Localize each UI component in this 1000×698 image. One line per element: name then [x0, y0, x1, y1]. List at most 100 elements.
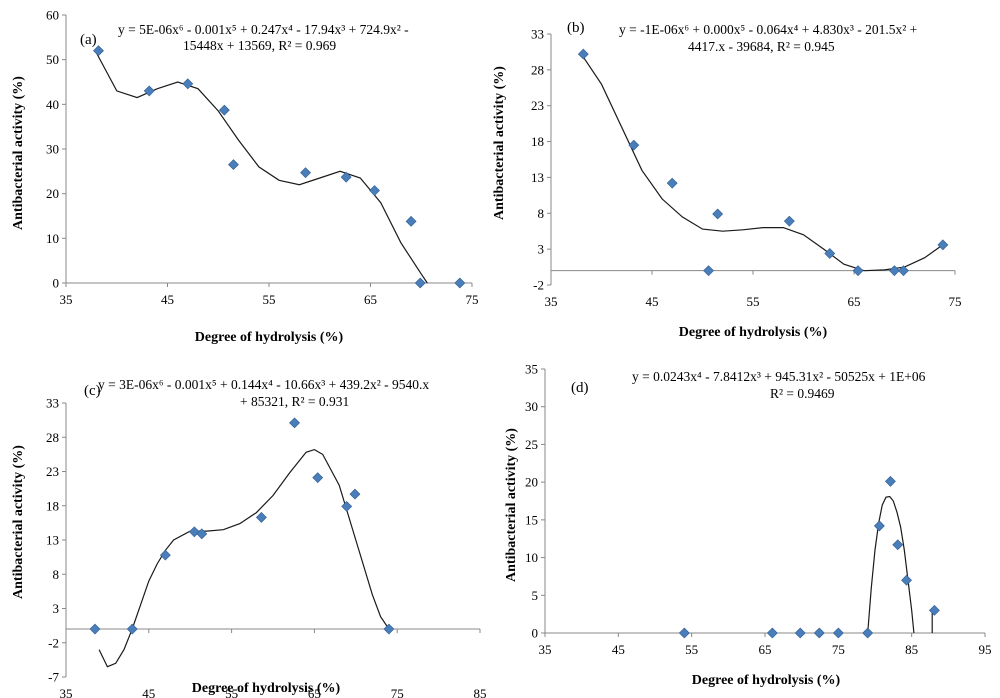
x-tick-label: 85: [474, 686, 487, 698]
data-point: [312, 472, 324, 484]
x-tick-label: 35: [60, 292, 73, 307]
data-point: [703, 265, 714, 277]
data-point: [577, 48, 589, 60]
y-tick-label: 33: [46, 396, 59, 411]
data-point: [341, 501, 353, 512]
data-point: [93, 45, 104, 57]
data-point: [888, 265, 900, 277]
data-point: [414, 277, 426, 289]
x-axis-label: Degree of hydrolysis (%): [692, 673, 841, 688]
data-point: [783, 215, 795, 227]
y-tick-label: 60: [46, 8, 59, 23]
y-axis-label: Antibacterial activity (%): [504, 428, 519, 582]
fit-equation-line1: y = 5E-06x⁶ - 0.001x⁵ + 0.247x⁴ - 17.94x…: [118, 22, 409, 37]
x-tick-label: 35: [539, 642, 552, 657]
y-tick-label: 10: [525, 550, 538, 565]
data-point: [628, 139, 640, 151]
fit-equation-line2: R² = 0.9469: [770, 386, 835, 401]
chart-panel-b: (b) y = -1E-06x⁶ + 0.000x⁵ - 0.064x⁴ + 4…: [492, 20, 962, 340]
data-point: [666, 177, 678, 189]
y-tick-label: -2: [48, 635, 59, 650]
y-tick-label: 0: [53, 276, 60, 291]
panel-label: (c): [84, 383, 101, 399]
data-point: [126, 623, 138, 635]
x-tick-label: 95: [979, 642, 992, 657]
data-point: [369, 185, 380, 196]
y-tick-label: -7: [48, 670, 59, 685]
x-tick-label: 45: [612, 642, 625, 657]
y-tick-label: 13: [531, 170, 544, 185]
data-point: [898, 265, 909, 277]
y-tick-label: 20: [46, 186, 59, 201]
data-point: [852, 265, 864, 277]
x-axis-label: Degree of hydrolysis (%): [195, 330, 344, 345]
x-tick-label: 55: [685, 642, 698, 657]
trendline: [98, 448, 390, 668]
y-tick-label: 18: [531, 134, 544, 149]
data-point: [383, 623, 395, 635]
data-point: [892, 539, 904, 551]
data-point: [712, 208, 724, 220]
fit-equation-line2: + 85321, R² = 0.931: [240, 394, 349, 409]
x-tick-label: 55: [747, 294, 760, 309]
data-point: [143, 85, 155, 97]
data-point: [766, 627, 778, 639]
x-tick-label: 65: [759, 642, 772, 657]
data-point: [159, 549, 171, 561]
fit-equation-line1: y = -1E-06x⁶ + 0.000x⁵ - 0.064x⁴ + 4.830…: [619, 22, 917, 37]
data-point: [901, 574, 912, 586]
x-tick-label: 65: [308, 686, 321, 698]
x-axis-label: Degree of hydrolysis (%): [679, 325, 828, 340]
data-point: [255, 511, 267, 523]
panel-label: (d): [571, 380, 589, 396]
data-point: [862, 627, 874, 639]
data-point: [454, 277, 466, 289]
data-point: [196, 528, 208, 540]
data-point: [824, 248, 836, 259]
x-tick-label: 75: [832, 642, 845, 657]
chart-panel-c: (c) y = 3E-06x⁶ - 0.001x⁵ + 0.144x⁴ - 10…: [11, 377, 487, 698]
x-tick-label: 45: [142, 686, 155, 698]
y-tick-label: 28: [46, 430, 59, 445]
data-point: [182, 78, 194, 90]
trendline: [580, 53, 944, 272]
y-tick-label: 28: [531, 62, 544, 77]
trendline: [867, 495, 915, 634]
data-point: [228, 159, 239, 171]
trendline: [95, 52, 428, 284]
y-axis-label: Antibacterial activity (%): [11, 76, 26, 230]
chart-panel-a: (a) y = 5E-06x⁶ - 0.001x⁵ + 0.247x⁴ - 17…: [11, 8, 479, 346]
y-tick-label: 0: [532, 626, 539, 641]
y-tick-label: 30: [46, 142, 59, 157]
y-tick-label: 35: [525, 362, 538, 377]
y-tick-label: 5: [532, 588, 539, 603]
x-tick-label: 35: [60, 686, 73, 698]
x-tick-label: 75: [949, 294, 962, 309]
y-tick-label: 15: [525, 512, 538, 527]
fit-equation-line2: 15448x + 13569, R² = 0.969: [183, 38, 336, 53]
data-point: [884, 475, 896, 487]
data-point: [794, 627, 806, 639]
y-tick-label: 3: [53, 601, 60, 616]
x-axis-label: Degree of hydrolysis (%): [192, 681, 341, 696]
y-tick-label: 3: [538, 242, 545, 257]
data-point: [340, 171, 352, 183]
x-tick-label: 35: [545, 294, 558, 309]
y-tick-label: 20: [525, 475, 538, 490]
y-tick-label: 30: [525, 399, 538, 414]
y-tick-label: 8: [53, 567, 60, 582]
y-tick-label: -2: [533, 278, 544, 293]
x-tick-label: 75: [466, 292, 479, 307]
data-point: [937, 239, 949, 251]
y-tick-label: 18: [46, 498, 59, 513]
y-tick-label: 8: [538, 206, 545, 221]
fit-equation-line1: y = 0.0243x⁴ - 7.8412x³ + 945.31x² - 505…: [632, 369, 926, 384]
data-point: [678, 627, 690, 639]
x-tick-label: 85: [905, 642, 918, 657]
data-point: [289, 417, 300, 429]
data-point: [405, 215, 417, 227]
x-tick-label: 65: [848, 294, 861, 309]
y-tick-label: 25: [525, 437, 538, 452]
data-point: [813, 627, 825, 639]
